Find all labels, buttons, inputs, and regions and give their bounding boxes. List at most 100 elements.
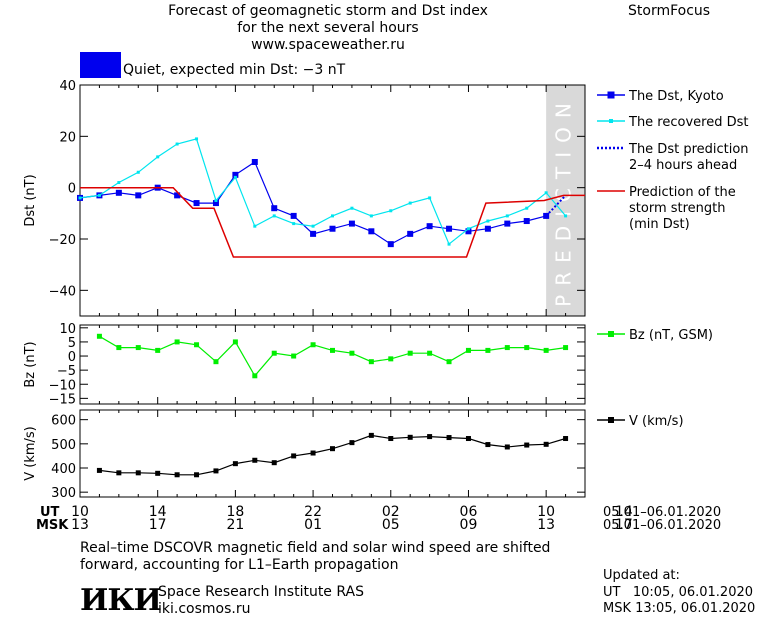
y-tick-label: 5: [68, 336, 76, 351]
data-point: [465, 228, 472, 235]
panel-frame: [79, 409, 586, 498]
data-point: [485, 347, 491, 353]
brand-name: StormFocus: [628, 3, 711, 19]
ut-tick-label: 10: [537, 504, 555, 520]
data-point: [330, 446, 335, 452]
y-tick-label: −15: [49, 392, 76, 407]
data-point: [135, 192, 142, 199]
data-point: [427, 434, 433, 440]
ut-tick-label: 02: [382, 504, 400, 520]
series-line: [545, 194, 567, 217]
data-point: [368, 228, 375, 235]
data-point: [271, 350, 277, 356]
ut-tick-label: 18: [226, 504, 244, 520]
updated-msk: MSK 13:05, 06.01.2020: [603, 601, 756, 616]
data-point: [233, 175, 237, 179]
data-point: [290, 212, 297, 219]
data-point: [466, 227, 470, 231]
data-point: [175, 142, 179, 146]
msk-tick-label: 21: [226, 517, 244, 533]
y-tick-label: −5: [57, 364, 76, 379]
y-tick-label: 0: [68, 182, 76, 197]
data-point: [388, 356, 394, 362]
data-point: [291, 453, 297, 459]
data-point: [251, 159, 258, 165]
legend-label: V (km/s): [629, 414, 684, 429]
updated-ut: UT 10:05, 06.01.2020: [603, 585, 754, 600]
data-point: [331, 214, 334, 218]
legend-label: Prediction of the: [629, 185, 736, 200]
data-point: [271, 460, 277, 466]
data-point: [78, 196, 82, 200]
data-point: [232, 171, 239, 178]
y-axis-label: V (km/s): [23, 426, 38, 481]
ut-date-range: 05.01–06.01.2020: [603, 505, 722, 520]
data-point: [447, 242, 451, 246]
data-point: [408, 201, 412, 205]
chart-title-line1: Forecast of geomagnetic storm and Dst in…: [168, 3, 488, 19]
data-point: [543, 347, 549, 353]
legend-marker: [608, 331, 614, 337]
data-point: [115, 189, 122, 196]
y-tick-label: 400: [51, 462, 76, 477]
data-note-line1: Real–time DSCOVR magnetic field and sola…: [80, 540, 551, 556]
ut-tick-label: 10: [71, 504, 89, 520]
data-point: [524, 442, 530, 448]
data-point: [310, 342, 316, 348]
data-point: [369, 214, 373, 218]
data-point: [485, 442, 491, 448]
data-point: [232, 339, 238, 345]
data-point: [428, 196, 432, 200]
legend-marker: [608, 417, 614, 423]
data-point: [212, 200, 219, 207]
data-point: [310, 450, 316, 456]
data-point: [252, 457, 258, 463]
data-point: [505, 214, 509, 218]
data-point: [349, 350, 355, 356]
ut-tick-label: 06: [460, 504, 478, 520]
data-point: [174, 192, 181, 199]
data-point: [543, 212, 550, 219]
y-tick-label: −40: [49, 284, 76, 299]
data-point: [563, 345, 569, 351]
data-point: [117, 181, 121, 185]
ut-axis-label: UT: [40, 505, 60, 520]
msk-tick-label: 13: [71, 517, 89, 533]
iki-logo: ИКИ: [80, 583, 162, 618]
legend-marker: [607, 91, 615, 99]
msk-tick-label: 17: [149, 517, 167, 533]
msk-tick-label: 01: [304, 517, 322, 533]
data-point: [155, 470, 161, 476]
data-point: [271, 205, 278, 212]
data-point: [195, 137, 199, 141]
data-point: [389, 209, 393, 213]
y-tick-label: 0: [68, 350, 76, 365]
data-point: [174, 339, 180, 345]
data-point: [543, 441, 549, 447]
data-point: [135, 470, 141, 476]
legend-label: (min Dst): [629, 217, 690, 232]
data-point: [484, 225, 491, 232]
data-point: [174, 472, 180, 478]
data-point: [427, 350, 433, 356]
site-url[interactable]: www.spaceweather.ru: [251, 37, 405, 53]
data-point: [465, 347, 471, 353]
data-point: [253, 224, 257, 228]
data-point: [564, 214, 568, 218]
data-point: [310, 230, 317, 237]
legend-label: storm strength: [629, 201, 726, 216]
data-point: [135, 345, 141, 351]
data-point: [96, 467, 102, 473]
institute-site[interactable]: iki.cosmos.ru: [158, 601, 251, 617]
data-point: [155, 347, 161, 353]
data-point: [465, 436, 471, 442]
data-point: [387, 241, 394, 248]
data-point: [504, 444, 510, 450]
msk-tick-label: 05: [382, 517, 400, 533]
msk-tick-label: 09: [460, 517, 478, 533]
data-point: [407, 350, 413, 356]
data-point: [388, 436, 394, 442]
panel-frame: [79, 84, 586, 317]
status-color-swatch: [80, 52, 121, 78]
